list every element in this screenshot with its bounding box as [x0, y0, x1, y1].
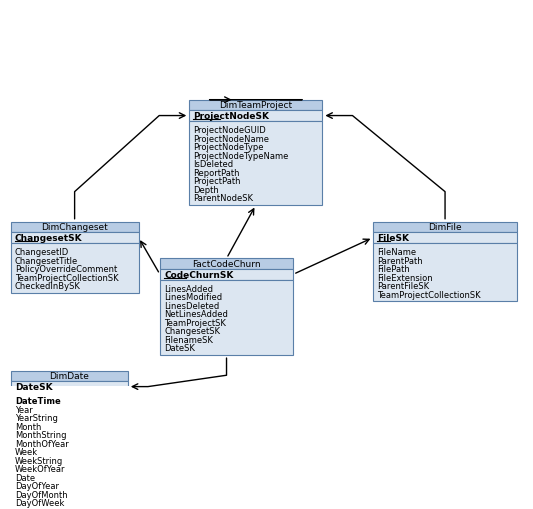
Text: FileExtension: FileExtension: [377, 273, 433, 282]
Text: CheckedInBySK: CheckedInBySK: [15, 281, 81, 291]
Bar: [189, 110, 322, 122]
Bar: [373, 232, 517, 244]
Text: MonthString: MonthString: [15, 430, 67, 439]
Text: ProjectNodeName: ProjectNodeName: [193, 134, 270, 144]
Text: ParentFileSK: ParentFileSK: [377, 281, 430, 291]
Text: ChangesetID: ChangesetID: [15, 247, 69, 257]
Bar: [11, 371, 128, 381]
Text: IsDeleted: IsDeleted: [193, 160, 233, 169]
Text: ChangesetSK: ChangesetSK: [164, 327, 220, 336]
Text: WeekString: WeekString: [15, 456, 63, 465]
Bar: [160, 269, 293, 280]
Text: Year: Year: [15, 405, 33, 414]
Bar: [11, 392, 128, 509]
Bar: [160, 280, 293, 356]
Text: ProjectNodeSK: ProjectNodeSK: [193, 112, 270, 121]
Text: ProjectPath: ProjectPath: [193, 177, 241, 186]
Text: DimTeamProject: DimTeamProject: [219, 101, 293, 110]
Text: DimChangeset: DimChangeset: [41, 223, 108, 232]
Text: CodeChurnSK: CodeChurnSK: [164, 270, 233, 279]
Text: ProjectNodeTypeName: ProjectNodeTypeName: [193, 151, 289, 160]
Text: Depth: Depth: [193, 185, 219, 194]
Text: ProjectNodeGUID: ProjectNodeGUID: [193, 126, 266, 135]
Text: FileName: FileName: [377, 247, 416, 257]
Text: DateSK: DateSK: [15, 382, 53, 391]
Text: Date: Date: [15, 473, 35, 482]
Text: ChangesetTitle: ChangesetTitle: [15, 256, 78, 265]
Text: LinesAdded: LinesAdded: [164, 284, 213, 293]
Text: TeamProjectCollectionSK: TeamProjectCollectionSK: [15, 273, 118, 282]
Text: DimFile: DimFile: [428, 223, 462, 232]
Bar: [189, 100, 322, 110]
Text: MonthOfYear: MonthOfYear: [15, 439, 69, 448]
Text: PolicyOverrideComment: PolicyOverrideComment: [15, 265, 117, 273]
Text: ReportPath: ReportPath: [193, 168, 240, 177]
Bar: [160, 259, 293, 269]
Text: TeamProjectCollectionSK: TeamProjectCollectionSK: [377, 290, 481, 299]
Bar: [11, 381, 128, 392]
Text: ParentNodeSK: ParentNodeSK: [193, 194, 254, 203]
Bar: [11, 222, 139, 232]
Bar: [189, 122, 322, 206]
Text: LinesModified: LinesModified: [164, 293, 222, 302]
Bar: [11, 244, 139, 293]
Text: DimDate: DimDate: [50, 372, 89, 381]
Text: FactCodeChurn: FactCodeChurn: [192, 260, 261, 268]
Text: DayOfMonth: DayOfMonth: [15, 490, 68, 499]
Bar: [373, 244, 517, 302]
Text: WeekOfYear: WeekOfYear: [15, 464, 66, 473]
Text: FilePath: FilePath: [377, 265, 410, 273]
Text: FilenameSK: FilenameSK: [164, 335, 213, 344]
Text: DayOfWeek: DayOfWeek: [15, 498, 64, 507]
Text: TeamProjectSK: TeamProjectSK: [164, 318, 226, 327]
Text: Month: Month: [15, 422, 41, 431]
Text: YearString: YearString: [15, 413, 58, 422]
Text: LinesDeleted: LinesDeleted: [164, 301, 220, 310]
Text: FileSK: FileSK: [377, 234, 409, 243]
Text: Week: Week: [15, 447, 38, 457]
Text: NetLinesAdded: NetLinesAdded: [164, 310, 228, 319]
Bar: [373, 222, 517, 232]
Text: DayOfYear: DayOfYear: [15, 482, 59, 490]
Text: DateSK: DateSK: [164, 344, 195, 353]
Text: ProjectNodeType: ProjectNodeType: [193, 143, 264, 152]
Text: ChangesetSK: ChangesetSK: [15, 234, 83, 243]
Text: ParentPath: ParentPath: [377, 256, 423, 265]
Text: DateTime: DateTime: [15, 397, 61, 405]
Bar: [11, 232, 139, 244]
